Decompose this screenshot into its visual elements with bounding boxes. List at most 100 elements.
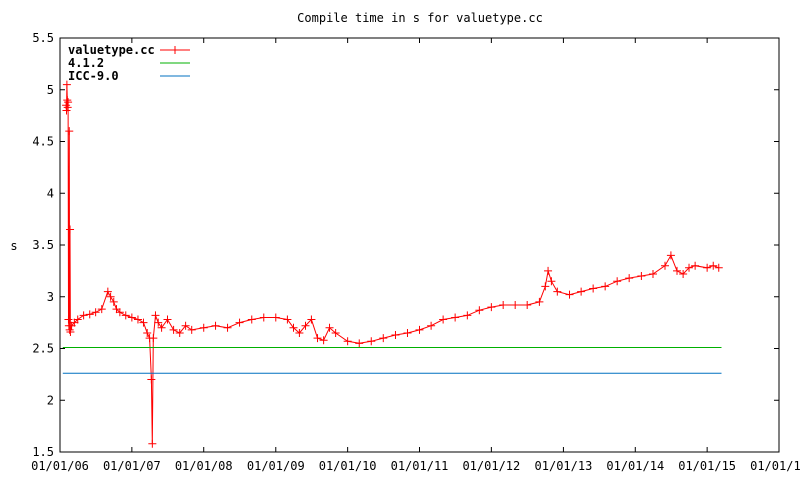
data-point xyxy=(79,311,88,320)
data-point xyxy=(66,225,75,234)
data-point xyxy=(65,325,74,334)
data-point xyxy=(127,313,136,322)
data-point xyxy=(535,297,544,306)
x-tick-label: 01/01/11 xyxy=(391,459,449,473)
data-point xyxy=(547,277,556,286)
data-point xyxy=(106,292,115,301)
data-point xyxy=(439,315,448,324)
data-point xyxy=(355,339,364,348)
y-tick-label: 5.5 xyxy=(32,31,54,45)
data-point xyxy=(553,287,562,296)
data-point xyxy=(666,251,675,260)
y-tick-label: 5 xyxy=(47,83,54,97)
y-tick-label: 2 xyxy=(47,393,54,407)
data-point xyxy=(247,315,256,324)
y-tick-label: 2.5 xyxy=(32,342,54,356)
data-point xyxy=(499,301,508,310)
data-point xyxy=(235,318,244,327)
data-point xyxy=(147,375,156,384)
x-tick-label: 01/01/12 xyxy=(462,459,520,473)
data-point xyxy=(148,439,157,448)
x-tick-label: 01/01/09 xyxy=(247,459,305,473)
data-point xyxy=(601,282,610,291)
data-point xyxy=(149,334,158,343)
data-point xyxy=(343,337,352,346)
data-point xyxy=(709,261,718,270)
x-tick-label: 01/01/15 xyxy=(678,459,736,473)
data-point xyxy=(91,308,100,317)
x-axis: 01/01/06 01/01/07 01/01/08 01/01/09 01/01/10… xyxy=(31,38,800,473)
data-point xyxy=(544,266,553,275)
series-0 xyxy=(62,80,723,448)
data-point xyxy=(63,96,72,105)
legend-label: valuetype.cc xyxy=(68,43,155,57)
data-point xyxy=(97,305,106,314)
data-point xyxy=(511,301,520,310)
data-point xyxy=(325,323,334,332)
x-tick-label: 01/01/06 xyxy=(31,459,89,473)
data-point xyxy=(673,266,682,275)
data-point xyxy=(475,306,484,315)
data-point xyxy=(577,287,586,296)
data-point xyxy=(169,325,178,334)
y-tick-label: 3 xyxy=(47,290,54,304)
data-point xyxy=(714,263,723,272)
data-point xyxy=(199,323,208,332)
data-point xyxy=(151,311,160,320)
data-point xyxy=(295,328,304,337)
data-point xyxy=(301,321,310,330)
data-point xyxy=(613,277,622,286)
data-point xyxy=(139,318,148,327)
data-point xyxy=(259,313,268,322)
x-tick-label: 01/01/07 xyxy=(103,459,161,473)
data-point xyxy=(703,263,712,272)
chart-title: Compile time in s for valuetype.cc xyxy=(297,11,543,25)
data-point xyxy=(637,272,646,281)
data-point xyxy=(463,311,472,320)
data-point xyxy=(157,323,166,332)
data-point xyxy=(121,311,130,320)
data-point xyxy=(451,313,460,322)
legend-label: ICC-9.0 xyxy=(68,69,119,83)
data-point xyxy=(103,287,112,296)
series-layer xyxy=(62,80,723,448)
data-point xyxy=(661,261,670,270)
x-tick-label: 01/01/16 xyxy=(750,459,800,473)
data-point xyxy=(154,318,163,327)
data-point xyxy=(289,323,298,332)
y-tick-label: 1.5 xyxy=(32,445,54,459)
data-point xyxy=(523,301,532,310)
data-point xyxy=(143,328,152,337)
x-tick-label: 01/01/10 xyxy=(319,459,377,473)
data-point xyxy=(181,321,190,330)
data-point xyxy=(691,261,700,270)
data-point xyxy=(133,315,142,324)
y-tick-label: 3.5 xyxy=(32,238,54,252)
data-point xyxy=(175,328,184,337)
y-axis: 1.5 2 2.5 3 3.5 4 4.5 5 5.5 xyxy=(32,31,779,459)
data-point xyxy=(65,127,74,136)
y-tick-label: 4 xyxy=(47,186,54,200)
data-point xyxy=(283,315,292,324)
data-point xyxy=(648,269,657,278)
x-tick-label: 01/01/08 xyxy=(175,459,233,473)
data-point xyxy=(331,328,340,337)
data-point xyxy=(187,325,196,334)
legend-marker xyxy=(171,46,179,54)
data-point xyxy=(487,303,496,312)
y-axis-label: s xyxy=(10,239,17,253)
legend-label: 4.1.2 xyxy=(68,56,104,70)
data-point xyxy=(66,327,75,336)
data-point xyxy=(223,323,232,332)
data-point xyxy=(403,328,412,337)
data-point xyxy=(685,263,694,272)
data-point xyxy=(109,297,118,306)
x-tick-label: 01/01/14 xyxy=(606,459,664,473)
data-point xyxy=(367,337,376,346)
data-point xyxy=(73,315,82,324)
data-point xyxy=(391,331,400,340)
data-point xyxy=(625,274,634,283)
data-point xyxy=(85,310,94,319)
